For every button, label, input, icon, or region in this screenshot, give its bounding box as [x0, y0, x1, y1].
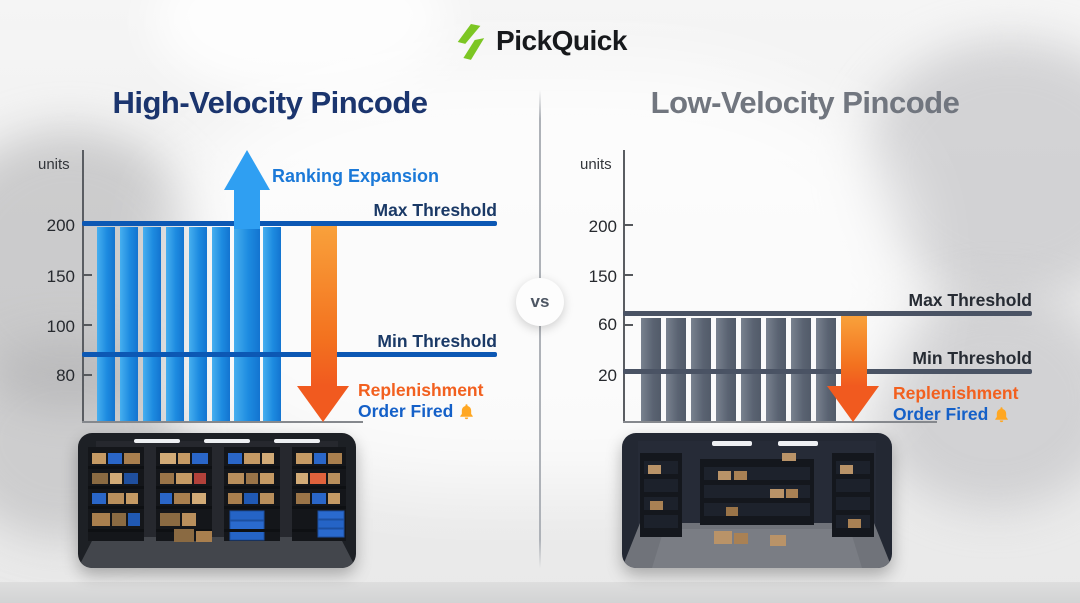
ranking-expansion-label: Ranking Expansion: [272, 166, 440, 186]
brand-name: PickQuick: [496, 25, 627, 56]
vs-badge: vs: [516, 278, 564, 326]
replenishment-arrow-icon: [297, 386, 349, 422]
left-max-threshold-label: Max Threshold: [373, 200, 498, 220]
bar: [97, 227, 115, 421]
right-min-threshold-label: Min Threshold: [912, 348, 1032, 368]
replenishment-arrow-icon: [827, 386, 879, 422]
replenishment-arrow-shaft: [311, 226, 337, 386]
right-y-tick-label: 150: [588, 267, 617, 286]
left-min-threshold-line: [82, 352, 497, 357]
order-fired-text: Order Fired: [893, 404, 989, 424]
left-tick-mark: [83, 324, 92, 326]
bell-icon: [993, 406, 1010, 423]
background-blur: [860, 40, 1080, 300]
order-fired-text: Order Fired: [358, 401, 454, 421]
left-y-tick-label: 200: [46, 216, 75, 235]
right-x-axis: [623, 421, 937, 423]
ranking-expansion-arrow-shaft: [234, 188, 260, 229]
bar: [143, 227, 161, 421]
left-max-threshold-line: [82, 221, 497, 226]
right-min-threshold-line: [623, 369, 1032, 374]
brand-logo: PickQuick: [0, 22, 1080, 60]
right-y-tick-label: 200: [588, 217, 617, 236]
left-y-tick-label: 150: [46, 267, 75, 286]
floor-band: [0, 582, 1080, 603]
replenishment-text: Replenishment: [358, 380, 484, 400]
left-y-tick-label: 100: [46, 317, 75, 336]
right-y-axis: [623, 150, 625, 422]
left-y-axis: [82, 150, 84, 422]
bell-icon: [458, 403, 475, 420]
replenishment-text: Replenishment: [893, 383, 1019, 403]
right-max-threshold-label: Max Threshold: [908, 290, 1033, 310]
right-units-label: units: [580, 156, 612, 173]
ranking-expansion-arrow-icon: [224, 150, 270, 190]
empty-warehouse-photo: [622, 433, 892, 568]
bar: [120, 227, 138, 421]
right-panel-title: Low-Velocity Pincode: [650, 85, 960, 120]
right-max-threshold-line: [623, 311, 1032, 316]
left-units-label: units: [38, 156, 70, 173]
left-tick-mark: [83, 374, 92, 376]
bar: [263, 227, 281, 421]
right-tick-mark: [624, 224, 633, 226]
right-y-tick-label: 60: [598, 315, 617, 334]
left-panel-title: High-Velocity Pincode: [112, 85, 428, 120]
left-min-threshold-label: Min Threshold: [377, 331, 497, 351]
bar: [212, 227, 230, 421]
left-tick-mark: [83, 274, 92, 276]
stocked-warehouse-photo: [78, 433, 356, 568]
bar: [166, 227, 184, 421]
bar: [189, 227, 207, 421]
right-y-tick-label: 20: [598, 366, 617, 385]
vertical-divider: [539, 90, 541, 568]
lightning-bolt-icon: [453, 22, 487, 60]
right-tick-mark: [624, 324, 633, 326]
bar: [234, 227, 260, 421]
left-y-tick-label: 80: [56, 366, 75, 385]
right-tick-mark: [624, 274, 633, 276]
right-replenishment-note: Replenishment Order Fired: [893, 383, 1018, 425]
left-replenishment-note: Replenishment Order Fired: [358, 380, 483, 422]
